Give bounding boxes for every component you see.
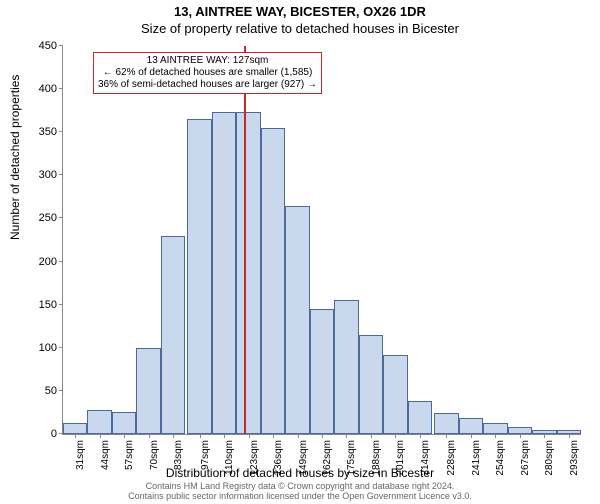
y-axis-label: Number of detached properties xyxy=(8,75,22,240)
y-tick-label: 200 xyxy=(39,256,57,268)
x-tick-mark xyxy=(520,434,521,438)
y-tick-label: 350 xyxy=(39,126,57,138)
x-tick-mark xyxy=(149,434,150,438)
x-tick-mark xyxy=(569,434,570,438)
y-tick-mark xyxy=(59,261,63,262)
x-tick-mark xyxy=(371,434,372,438)
y-tick-mark xyxy=(59,174,63,175)
x-tick-mark xyxy=(471,434,472,438)
x-tick-mark xyxy=(100,434,101,438)
histogram-bar xyxy=(508,427,532,434)
y-tick-mark xyxy=(59,45,63,46)
y-tick-mark xyxy=(59,131,63,132)
histogram-bar xyxy=(212,112,236,434)
y-tick-label: 0 xyxy=(51,428,57,440)
y-tick-label: 300 xyxy=(39,169,57,181)
x-tick-mark xyxy=(224,434,225,438)
histogram-bar xyxy=(112,412,136,434)
x-tick-mark xyxy=(495,434,496,438)
histogram-bar xyxy=(236,112,260,434)
x-tick-mark xyxy=(173,434,174,438)
x-tick-mark xyxy=(249,434,250,438)
annotation-box: 13 AINTREE WAY: 127sqm← 62% of detached … xyxy=(93,52,322,94)
histogram-bar xyxy=(408,401,432,434)
y-tick-label: 250 xyxy=(39,212,57,224)
y-tick-mark xyxy=(59,88,63,89)
histogram-bar xyxy=(87,410,111,434)
histogram-bar xyxy=(334,300,358,434)
x-tick-mark xyxy=(200,434,201,438)
histogram-bar xyxy=(310,309,334,434)
histogram-bar xyxy=(285,206,309,434)
histogram-bar xyxy=(459,418,483,434)
x-tick-mark xyxy=(420,434,421,438)
histogram-bar xyxy=(434,413,458,434)
y-tick-label: 150 xyxy=(39,299,57,311)
y-tick-mark xyxy=(59,217,63,218)
x-tick-mark xyxy=(298,434,299,438)
reference-line xyxy=(244,46,246,434)
histogram-bar xyxy=(261,128,285,434)
x-tick-mark xyxy=(395,434,396,438)
y-tick-mark xyxy=(59,390,63,391)
x-tick-mark xyxy=(346,434,347,438)
y-tick-label: 400 xyxy=(39,83,57,95)
y-tick-label: 450 xyxy=(39,40,57,52)
histogram-bar xyxy=(483,423,507,434)
y-tick-mark xyxy=(59,347,63,348)
histogram-bar xyxy=(383,355,407,434)
x-tick-mark xyxy=(124,434,125,438)
x-tick-mark xyxy=(322,434,323,438)
x-tick-mark xyxy=(273,434,274,438)
x-tick-mark xyxy=(544,434,545,438)
histogram-bar xyxy=(136,348,160,434)
histogram-bar xyxy=(187,119,211,434)
y-tick-label: 100 xyxy=(39,342,57,354)
y-tick-label: 50 xyxy=(45,385,57,397)
histogram-bar xyxy=(63,423,87,434)
page-title-1: 13, AINTREE WAY, BICESTER, OX26 1DR xyxy=(0,4,600,19)
y-tick-mark xyxy=(59,304,63,305)
histogram-bar xyxy=(161,236,185,434)
footer-attribution: Contains HM Land Registry data © Crown c… xyxy=(0,482,600,502)
x-tick-mark xyxy=(446,434,447,438)
x-axis-label: Distribution of detached houses by size … xyxy=(0,466,600,480)
histogram-chart: 05010015020025030035040045031sqm44sqm57s… xyxy=(62,46,581,435)
page-title-2: Size of property relative to detached ho… xyxy=(0,21,600,36)
histogram-bar xyxy=(359,335,383,434)
x-tick-mark xyxy=(75,434,76,438)
